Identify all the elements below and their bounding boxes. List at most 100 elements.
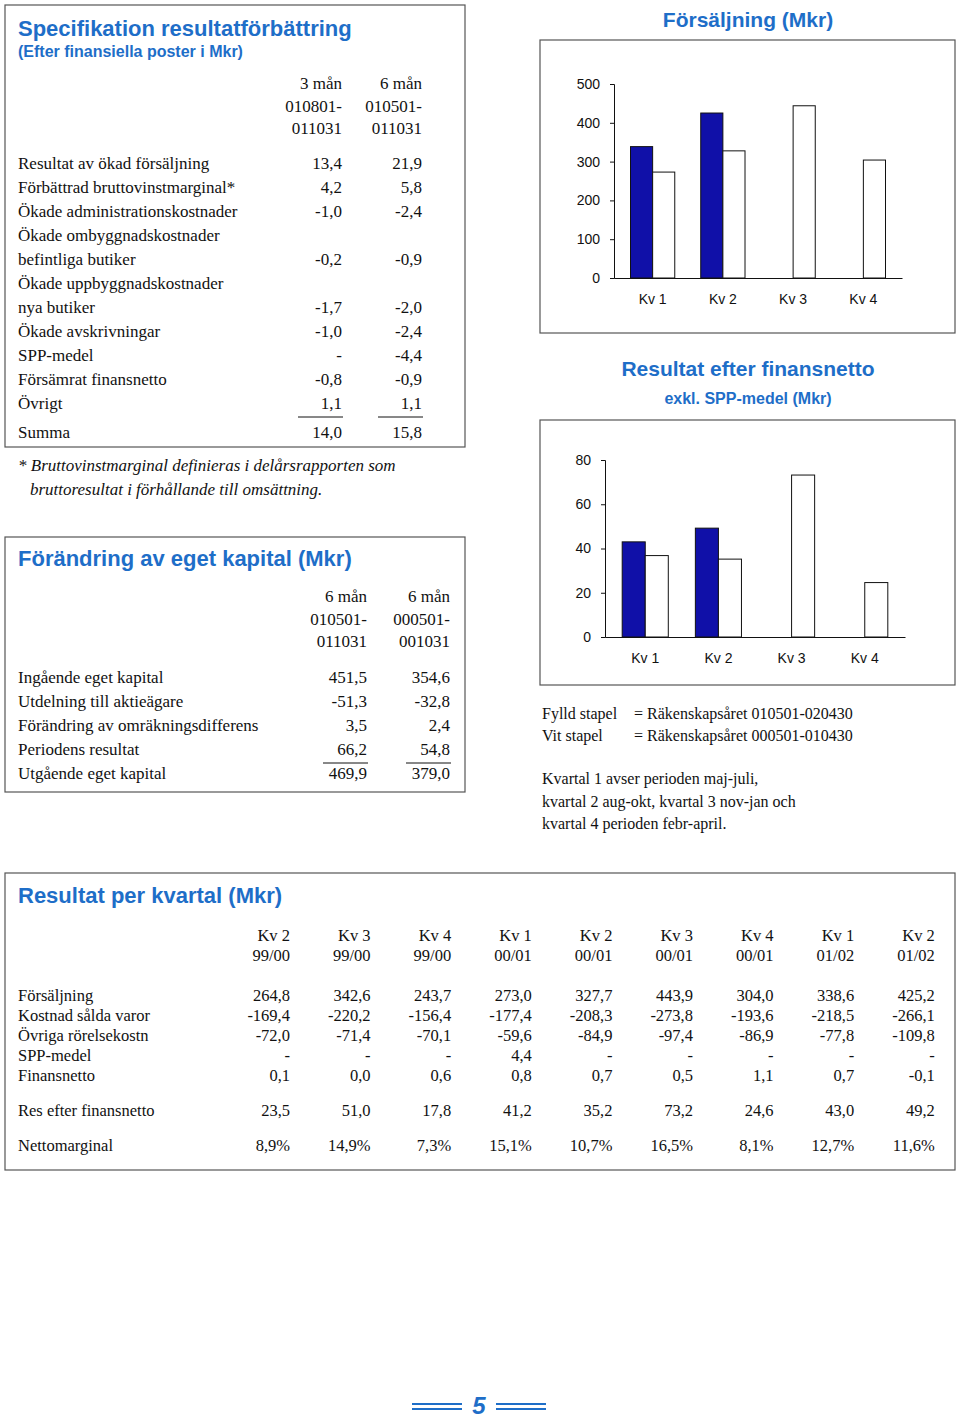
x-tick-label: Kv 2 xyxy=(709,291,737,307)
cell-value: 0,0 xyxy=(350,1066,371,1085)
cell-value: - xyxy=(607,1046,613,1065)
page-rule xyxy=(412,1408,462,1410)
cell-value: 14,9% xyxy=(328,1136,371,1155)
cell-value: 21,9 xyxy=(392,154,422,173)
cell-value: -77,8 xyxy=(820,1026,854,1045)
column-header: 011031 xyxy=(317,632,367,651)
cell-value: -156,4 xyxy=(409,1006,452,1025)
x-tick-label: Kv 4 xyxy=(849,291,877,307)
cell-value: -2,0 xyxy=(395,298,422,317)
page-rule xyxy=(496,1408,546,1410)
x-axis: Kv 1Kv 2Kv 3Kv 4 xyxy=(606,638,906,666)
column-header: Kv 2 xyxy=(257,926,290,945)
cell-value: -59,6 xyxy=(497,1026,531,1045)
cell-value: 24,6 xyxy=(745,1101,774,1120)
cell-value: 54,8 xyxy=(420,740,450,759)
y-tick-label: 80 xyxy=(575,452,591,468)
row-label: Utgående eget kapital xyxy=(18,764,166,783)
x-tick: Kv 2 xyxy=(704,650,732,666)
cell-value: 51,0 xyxy=(342,1101,371,1120)
page-number-text: 5 xyxy=(472,1392,486,1418)
cell-value: -70,1 xyxy=(417,1026,451,1045)
row-label: Försämrat finansnetto xyxy=(18,370,167,389)
cell-value: 304,0 xyxy=(736,986,773,1005)
bar xyxy=(863,160,885,278)
cell-value: 23,5 xyxy=(261,1101,290,1120)
chart-subtitle: exkl. SPP-medel (Mkr) xyxy=(664,390,831,407)
cell-value: -193,6 xyxy=(731,1006,774,1025)
cell-value: - xyxy=(336,346,342,365)
cell-value: 15,8 xyxy=(392,423,422,442)
column-header: 01/02 xyxy=(897,946,935,965)
table-title: Specifikation resultatförbättring xyxy=(18,16,352,41)
specification-box xyxy=(5,5,465,447)
bar xyxy=(701,113,723,278)
cell-value: 1,1 xyxy=(753,1066,774,1085)
row-label: Förbättrad bruttovinstmarginal* xyxy=(18,178,235,197)
bar xyxy=(631,147,653,278)
y-tick-label: 0 xyxy=(592,270,600,286)
x-axis: Kv 1Kv 2Kv 3Kv 4 xyxy=(615,279,903,307)
quarterly-box xyxy=(5,873,955,1170)
legend-key: Vit stapel xyxy=(542,727,603,745)
cell-value: -2,4 xyxy=(395,202,422,221)
cell-value: -218,5 xyxy=(812,1006,855,1025)
column-header: Kv 4 xyxy=(419,926,452,945)
equity-box xyxy=(5,537,465,792)
y-tick-mark xyxy=(610,162,614,163)
cell-value: 49,2 xyxy=(906,1101,935,1120)
table-subtitle: (Efter finansiella poster i Mkr) xyxy=(18,43,243,60)
cell-value: 0,5 xyxy=(672,1066,693,1085)
cell-value: 443,9 xyxy=(656,986,693,1005)
cell-value: 0,7 xyxy=(592,1066,613,1085)
cell-value: -0,2 xyxy=(315,250,342,269)
cell-value: 469,9 xyxy=(329,764,367,783)
cell-value: 14,0 xyxy=(312,423,342,442)
legend-text: = Räkenskapsåret 010501-020430 xyxy=(634,705,853,723)
y-tick: 80 xyxy=(575,452,605,468)
cell-value: 0,8 xyxy=(511,1066,532,1085)
cell-value: - xyxy=(688,1046,694,1065)
cell-value: 2,4 xyxy=(429,716,451,735)
x-axis-line xyxy=(606,637,906,638)
cell-value: 8,1% xyxy=(739,1136,774,1155)
legend-notes: Fylld stapel= Räkenskapsåret 010501-0204… xyxy=(542,705,853,833)
page-number: 5 xyxy=(412,1392,546,1418)
bar xyxy=(622,542,645,637)
cell-value: -32,8 xyxy=(415,692,450,711)
cell-value: 0,6 xyxy=(431,1066,452,1085)
cell-value: -1,0 xyxy=(315,202,342,221)
y-tick-label: 40 xyxy=(575,540,591,556)
x-tick: Kv 4 xyxy=(851,650,879,666)
cell-value: 66,2 xyxy=(337,740,367,759)
row-label: Ökade avskrivningar xyxy=(18,322,160,341)
cell-value: 451,5 xyxy=(329,668,367,687)
cell-value: -0,1 xyxy=(909,1066,935,1085)
cell-value: - xyxy=(768,1046,774,1065)
cell-value: 35,2 xyxy=(584,1101,613,1120)
y-tick-mark xyxy=(601,637,605,638)
y-tick-mark xyxy=(610,239,614,240)
row-label: SPP-medel xyxy=(18,1046,92,1065)
row-label: Summa xyxy=(18,423,70,442)
row-label: Förändring av omräkningsdifferens xyxy=(18,716,258,735)
chart: Försäljning (Mkr)0100200300400500Kv 1Kv … xyxy=(540,8,955,333)
y-tick-mark xyxy=(610,84,614,85)
y-tick-mark xyxy=(610,200,614,201)
column-header: Kv 1 xyxy=(499,926,532,945)
cell-value: -0,8 xyxy=(315,370,342,389)
page-rule xyxy=(412,1403,462,1405)
y-tick-mark xyxy=(610,278,614,279)
cell-value: -84,9 xyxy=(578,1026,612,1045)
x-tick: Kv 3 xyxy=(779,291,807,307)
chart-title: Resultat efter finansnetto xyxy=(621,357,874,380)
row-label: befintliga butiker xyxy=(18,250,136,269)
column-header: 99/00 xyxy=(414,946,452,965)
cell-value: 17,8 xyxy=(422,1101,451,1120)
y-tick-mark xyxy=(601,504,605,505)
x-tick-label: Kv 2 xyxy=(704,650,732,666)
column-header: 010801- xyxy=(285,97,342,116)
bar xyxy=(695,528,718,637)
cell-value: 12,7% xyxy=(812,1136,855,1155)
cell-value: -220,2 xyxy=(328,1006,371,1025)
